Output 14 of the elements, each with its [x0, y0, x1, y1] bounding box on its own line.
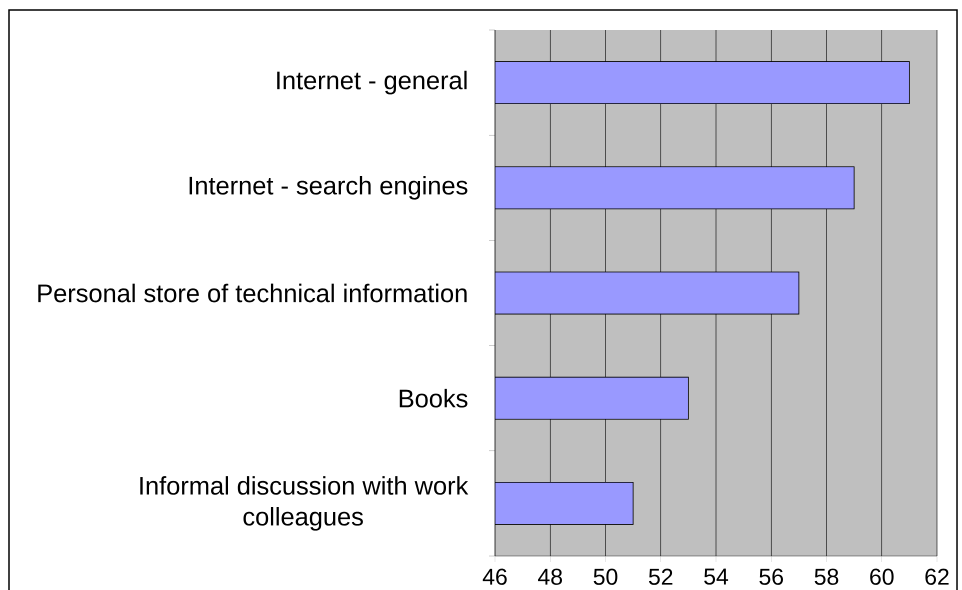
x-tick-label: 58 — [814, 568, 838, 585]
x-tick-label: 54 — [704, 568, 728, 585]
y-tick-label: Internet - search engines — [190, 176, 468, 200]
x-tick-label: 50 — [594, 568, 618, 585]
x-tick-label: 46 — [482, 568, 507, 585]
x-tick-label: 52 — [648, 568, 672, 585]
y-tick-label: Internet - general — [277, 70, 467, 94]
x-tick-label: 56 — [759, 568, 783, 585]
y-tick-label: Books — [400, 388, 468, 408]
y-tick-label: Informal discussion with work colleagues — [140, 476, 468, 531]
x-tick-label: 62 — [925, 568, 949, 585]
x-tick-label: 60 — [870, 568, 894, 585]
y-tick-label: Personal store of technical information — [38, 284, 467, 302]
x-tick-label: 48 — [538, 568, 562, 585]
